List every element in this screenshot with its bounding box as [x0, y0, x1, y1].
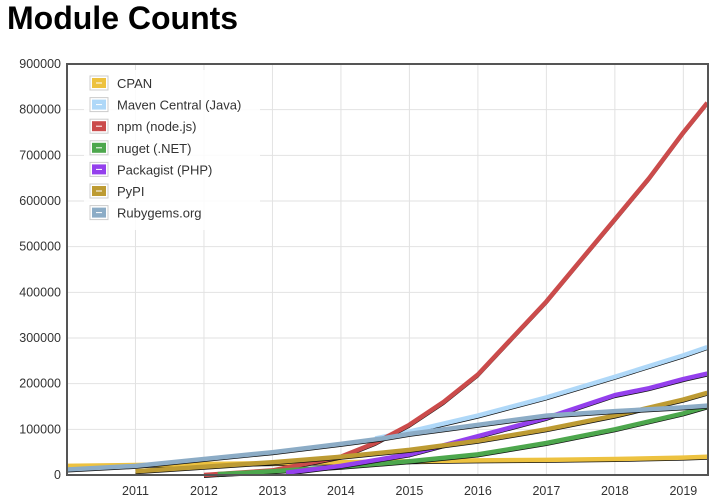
x-tick-label: 2016	[464, 484, 492, 498]
legend-label: Packagist (PHP)	[117, 162, 212, 177]
legend-label: npm (node.js)	[117, 119, 196, 134]
x-tick-label: 2014	[327, 484, 355, 498]
legend-label: nuget (.NET)	[117, 141, 191, 156]
legend-label: CPAN	[117, 76, 152, 91]
x-tick-label: 2017	[532, 484, 560, 498]
y-tick-label: 900000	[19, 57, 61, 71]
series-line-maven-central-java-	[374, 344, 709, 441]
x-tick-label: 2013	[259, 484, 287, 498]
x-tick-label: 2018	[601, 484, 629, 498]
legend-label: PyPI	[117, 184, 144, 199]
x-tick-label: 2015	[396, 484, 424, 498]
y-tick-label: 800000	[19, 103, 61, 117]
y-tick-label: 100000	[19, 422, 61, 436]
legend-label: Maven Central (Java)	[117, 98, 241, 113]
x-tick-label: 2011	[122, 484, 149, 498]
series-line-rubygems-org	[66, 403, 708, 472]
x-tick-label: 2012	[190, 484, 218, 498]
y-tick-label: 600000	[19, 194, 61, 208]
chart-title: Module Counts	[7, 0, 239, 36]
plot-border	[66, 63, 709, 476]
y-tick-label: 500000	[19, 240, 61, 254]
y-tick-label: 300000	[19, 331, 61, 345]
legend: CPAN Maven Central (Java) npm (node.js) nug…	[84, 70, 260, 230]
y-tick-label: 700000	[19, 148, 61, 162]
legend-background	[84, 70, 260, 230]
y-tick-label: 0	[54, 468, 61, 482]
y-tick-label: 200000	[19, 377, 61, 391]
y-tick-label: 400000	[19, 285, 61, 299]
x-tick-label: 2019	[669, 484, 697, 498]
legend-label: Rubygems.org	[117, 206, 202, 221]
